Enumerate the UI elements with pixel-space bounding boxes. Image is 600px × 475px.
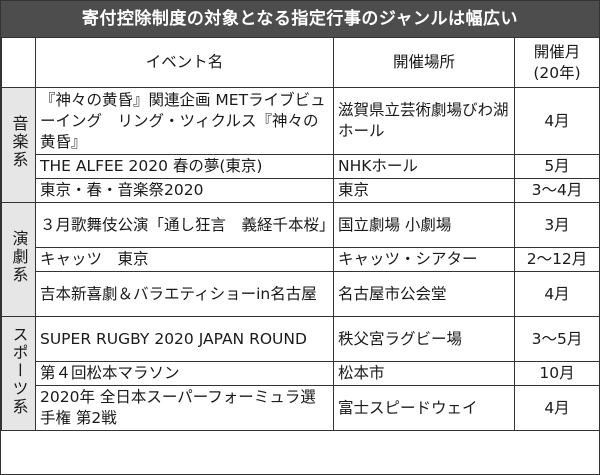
event-month: 4月 [514,87,600,155]
venue-name: NHKホール [333,154,515,179]
event-month: 4月 [514,271,600,317]
event-name: 『神々の黄昏』関連企画 METライブビューイング リング・ツィクルス『神々の黄昏… [35,87,334,155]
event-month: 3〜4月 [514,178,600,203]
venue-name: キャッツ・シアター [333,247,515,272]
table-row: 2020年 全日本スーパーフォーミュラ選手権 第2戦 富士スピードウェイ 4月 [2,385,600,431]
event-month: 2〜12月 [514,247,600,272]
event-name: 第４回松本マラソン [35,361,334,386]
venue-name: 秩父宮ラグビー場 [333,316,515,362]
venue-name: 松本市 [333,361,515,386]
table-row: THE ALFEE 2020 春の夢(東京) NHKホール 5月 [2,154,600,179]
header-event: イベント名 [35,37,334,88]
event-month: 3月 [514,202,600,248]
event-name: 2020年 全日本スーパーフォーミュラ選手権 第2戦 [35,385,334,431]
event-month: 4月 [514,385,600,431]
table-row: 音楽系 『神々の黄昏』関連企画 METライブビューイング リング・ツィクルス『神… [1,87,600,203]
venue-name: 東京 [333,178,515,203]
event-month: 3〜5月 [514,316,600,362]
table-row: スポーツ系 SUPER RUGBY 2020 JAPAN ROUND 秩父宮ラグ… [1,316,600,431]
category-theater: 演劇系 [1,202,36,317]
event-name: キャッツ 東京 [35,247,334,272]
event-month: 10月 [514,361,600,386]
event-name: 吉本新喜劇＆バラエティショーin名古屋 [35,271,334,317]
venue-name: 国立劇場 小劇場 [333,202,515,248]
header-row: イベント名 開催場所 開催月 (20年) [1,37,600,88]
table-row: 演劇系 ３月歌舞伎公演「通し狂言 義経千本桜」 国立劇場 小劇場 3月 [1,202,600,317]
header-month: 開催月 (20年) [514,37,600,88]
table-row: キャッツ 東京 キャッツ・シアター 2〜12月 [2,247,600,272]
category-sports: スポーツ系 [1,316,36,431]
venue-name: 名古屋市公会堂 [333,271,515,317]
venue-name: 滋賀県立芸術劇場びわ湖ホール [333,87,515,155]
event-name: 東京・春・音楽祭2020 [35,178,334,203]
event-name: ３月歌舞伎公演「通し狂言 義経千本桜」 [35,202,334,248]
events-table: イベント名 開催場所 開催月 (20年) 音楽系 『神々の黄昏』関連企画 MET… [1,37,600,431]
header-venue: 開催場所 [333,37,515,88]
table-title: 寄付控除制度の対象となる指定行事のジャンルは幅広い [1,1,599,37]
event-name: THE ALFEE 2020 春の夢(東京) [35,154,334,179]
table-row: 吉本新喜劇＆バラエティショーin名古屋 名古屋市公会堂 4月 [2,271,600,317]
category-music: 音楽系 [1,87,36,203]
event-name: SUPER RUGBY 2020 JAPAN ROUND [35,316,334,362]
event-month: 5月 [514,154,600,179]
header-category [1,37,36,88]
table-row: 第４回松本マラソン 松本市 10月 [2,361,600,386]
table-row: 東京・春・音楽祭2020 東京 3〜4月 [2,178,600,203]
header-month-line2: (20年) [533,63,581,82]
header-month-line1: 開催月 [533,42,581,61]
venue-name: 富士スピードウェイ [333,385,515,431]
